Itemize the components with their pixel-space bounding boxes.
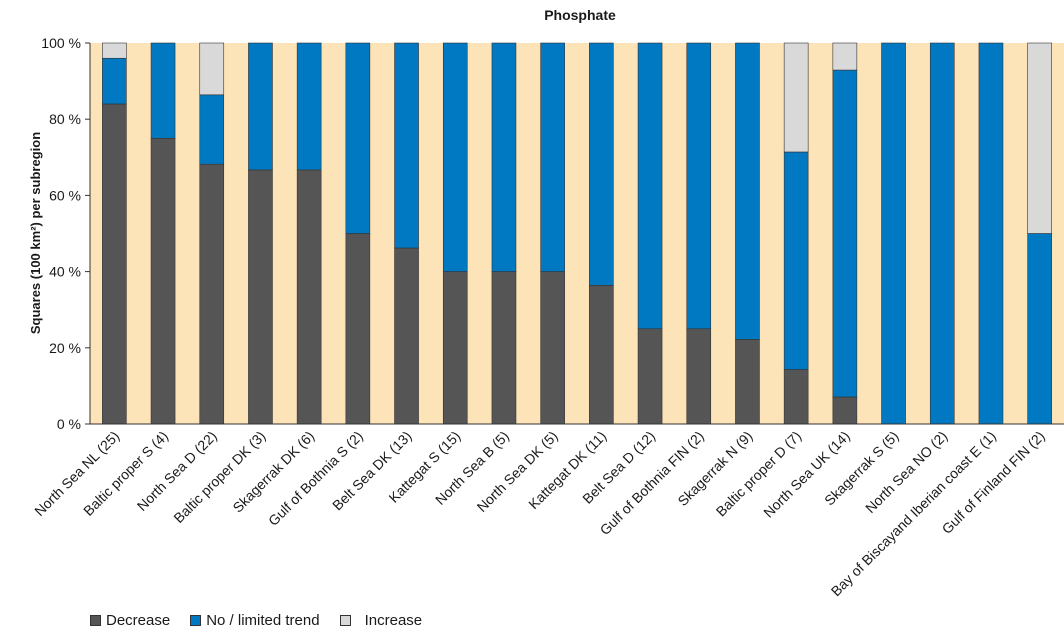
bar-segment-decrease [442,271,468,425]
legend-label-increase: Increase [364,612,423,629]
legend-item-increase: Increase [339,612,423,629]
bar-segment-increase [199,42,225,96]
y-tick-label: 20 % [49,340,81,356]
legend: Decrease No / limited trend Increase [90,612,442,629]
bar-segment-decrease [248,169,273,425]
phosphate-chart: Phosphate Squares (100 km²) per subregio… [28,7,1064,599]
bar-segment-decrease [102,103,127,425]
bar-segment-increase [102,42,127,59]
x-tick-label: Baltic proper DK (3) [170,428,268,526]
legend-swatch-no-limited-trend [190,615,202,626]
bar-segment-no-limited-trend [102,57,127,105]
bar-segment-no-limited-trend [199,94,225,165]
bar-segment-decrease [540,271,565,425]
bar-segment-no-limited-trend [296,42,322,171]
bar-segment-decrease [832,396,858,425]
x-tick-label: North Sea UK (14) [760,428,853,521]
bar-segment-no-limited-trend [1027,233,1052,425]
bar-segment-no-limited-trend [783,151,809,370]
x-tick-label: Skagerrak DK (6) [229,428,317,516]
bar-segment-decrease [589,285,614,425]
bar-segment-no-limited-trend [394,42,419,249]
legend-swatch-increase [339,615,351,626]
bar-segment-decrease [345,233,371,425]
bar-segment-no-limited-trend [345,42,371,234]
y-tick-label: 60 % [49,187,81,203]
x-tick-label: Baltic proper D (7) [713,428,805,520]
bar-segment-no-limited-trend [150,42,176,139]
bar-segment-decrease [637,328,663,425]
bar-segment-decrease [735,339,760,425]
bar-segment-no-limited-trend [442,42,468,272]
bar-segment-no-limited-trend [881,42,906,425]
legend-swatch-decrease [90,615,101,626]
bar-segment-no-limited-trend [491,42,517,272]
y-tick-label: 0 % [57,416,81,432]
bar-segment-no-limited-trend [589,42,614,286]
bar-segment-no-limited-trend [540,42,565,272]
legend-label-no-limited-trend: No / limited trend [206,612,320,629]
bar-segment-decrease [199,163,225,425]
chart-title: Phosphate [544,7,616,23]
x-tick-label: Baltic proper S (4) [80,428,171,519]
bar-segment-no-limited-trend [832,69,858,398]
plot-background [90,43,1064,424]
legend-item-decrease: Decrease [90,612,170,629]
bar-segment-no-limited-trend [637,42,663,330]
bar-segment-no-limited-trend [686,42,712,330]
x-tick-label: Gulf of Bothnia S (2) [265,428,366,529]
bar-segment-no-limited-trend [929,42,955,425]
bar-segment-increase [1027,42,1052,234]
y-axis-label: Squares (100 km²) per subregion [28,132,43,334]
bar-segment-decrease [686,328,712,425]
y-tick-label: 40 % [49,264,81,280]
bar-segment-no-limited-trend [248,42,273,171]
bar-segment-decrease [783,369,809,425]
bar-segment-increase [832,42,858,71]
bar-segment-decrease [296,169,322,425]
legend-item-no-limited-trend: No / limited trend [190,612,320,629]
bar-segment-decrease [150,137,176,425]
y-tick-label: 80 % [49,111,81,127]
legend-label-decrease: Decrease [106,612,171,629]
x-tick-label: North Sea NO (2) [862,428,950,516]
x-tick-label: North Sea NL (25) [31,428,122,519]
bar-segment-no-limited-trend [978,42,1004,425]
bar-segment-decrease [491,271,517,425]
bar-segment-no-limited-trend [735,42,760,340]
y-tick-label: 100 % [41,35,81,51]
bar-segment-increase [783,42,809,153]
bar-segment-decrease [394,247,419,425]
